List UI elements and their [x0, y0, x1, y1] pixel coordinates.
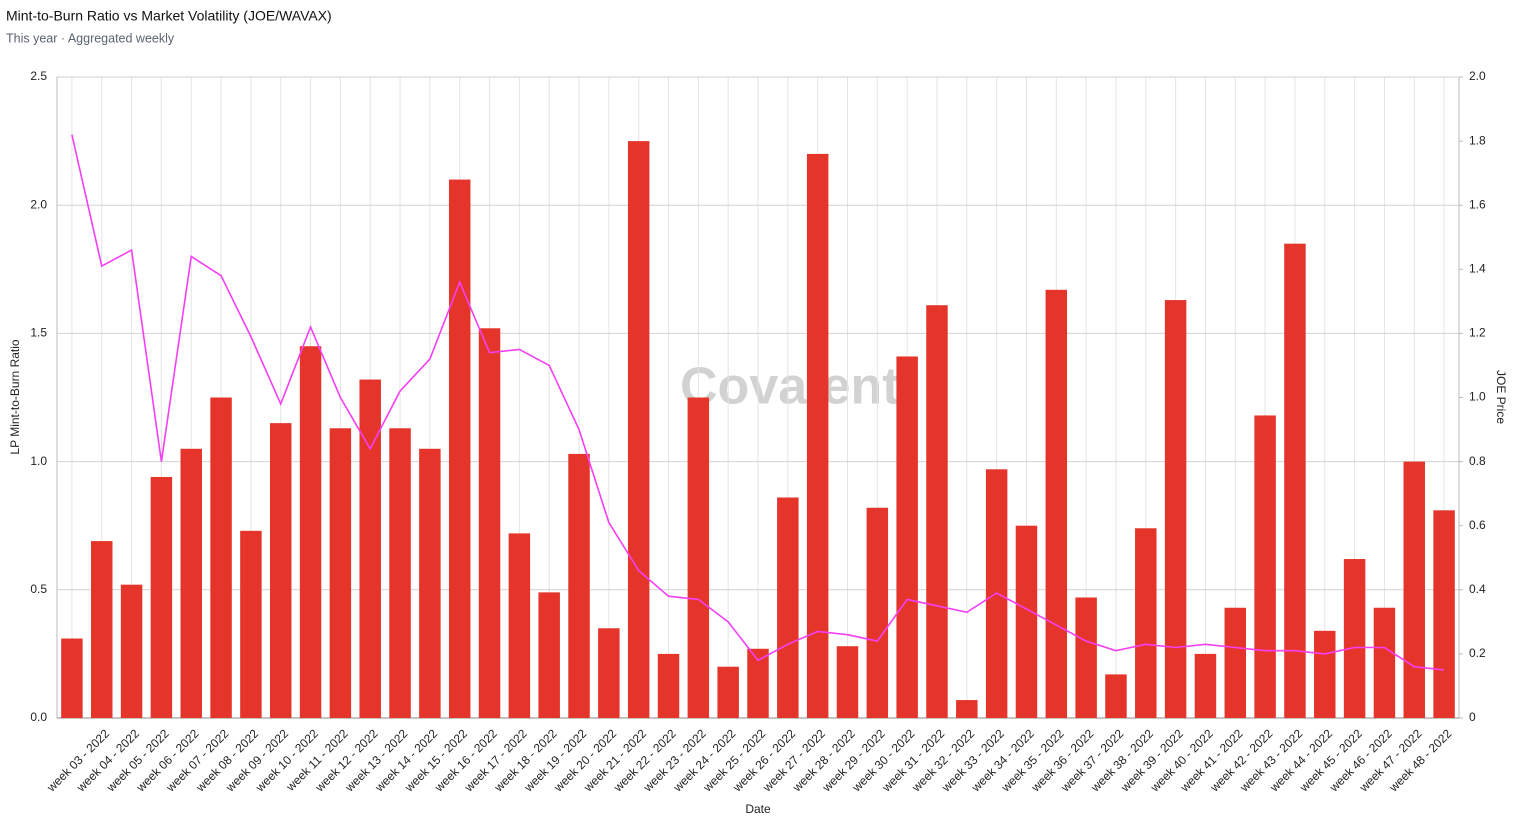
y-tick-label: 1.5 [30, 326, 47, 340]
bar [627, 141, 650, 719]
y-axis-label: LP Mint-to-Burn Ratio [8, 339, 22, 454]
bar [777, 497, 799, 718]
watermark: Covalent [680, 358, 900, 416]
bar [120, 584, 143, 718]
y2-axis-label: JOE Price [1494, 370, 1508, 424]
y2-tick-label: 1.2 [1469, 326, 1486, 340]
bar [478, 328, 501, 718]
y2-tick-label: 2.0 [1469, 69, 1486, 83]
bar [1105, 674, 1127, 718]
bar [1135, 528, 1157, 718]
y2-tick-label: 0.8 [1469, 454, 1486, 468]
bar [747, 648, 769, 718]
bar [806, 153, 829, 719]
bar [1343, 559, 1366, 718]
bar [1015, 525, 1038, 718]
y-tick-label: 0.0 [30, 710, 47, 724]
y2-tick-label: 1.6 [1469, 197, 1486, 211]
bar [568, 453, 590, 718]
bar [598, 628, 620, 718]
bar [419, 448, 441, 718]
y2-tick-label: 0.6 [1469, 518, 1486, 532]
y-tick-label: 2.0 [30, 197, 47, 211]
bar [299, 346, 322, 718]
bar [1045, 289, 1068, 718]
bar [717, 666, 739, 718]
y2-tick-label: 0 [1469, 710, 1476, 724]
bar [210, 397, 232, 718]
y-tick-label: 2.5 [30, 69, 47, 83]
bar [1164, 300, 1187, 718]
x-axis-label: Date [745, 802, 771, 816]
bar [926, 305, 948, 718]
bar [61, 638, 83, 718]
y-tick-label: 1.0 [30, 454, 47, 468]
bar [1194, 653, 1217, 718]
y2-tick-label: 0.4 [1469, 582, 1486, 596]
bar [1373, 607, 1396, 718]
bar [657, 653, 680, 718]
bar [329, 428, 352, 718]
bar [836, 646, 859, 718]
bar [1254, 415, 1276, 718]
bar [240, 530, 262, 718]
bar [1224, 607, 1247, 718]
bar [1075, 597, 1097, 718]
bar [359, 379, 381, 718]
bar [389, 428, 411, 718]
bar [1403, 461, 1425, 718]
bar [180, 448, 202, 718]
bar [687, 397, 710, 718]
bar [896, 356, 918, 718]
chart-subtitle: This year · Aggregated weekly [6, 31, 175, 45]
bar [538, 592, 560, 718]
bar [1314, 630, 1336, 718]
y2-tick-label: 1.4 [1469, 261, 1486, 275]
y-tick-label: 0.5 [30, 582, 47, 596]
bar [448, 179, 471, 718]
bar [1284, 243, 1306, 718]
y2-tick-label: 1.8 [1469, 133, 1486, 147]
bar [91, 541, 113, 718]
bar [508, 533, 531, 718]
bar [956, 700, 978, 718]
bar [866, 507, 889, 718]
y2-tick-label: 0.2 [1469, 646, 1486, 660]
line [71, 134, 1445, 671]
bar [1433, 510, 1455, 718]
y2-tick-label: 1.0 [1469, 390, 1486, 404]
bar [269, 423, 292, 718]
bar [150, 476, 173, 718]
chart-title: Mint-to-Burn Ratio vs Market Volatility … [6, 8, 332, 24]
